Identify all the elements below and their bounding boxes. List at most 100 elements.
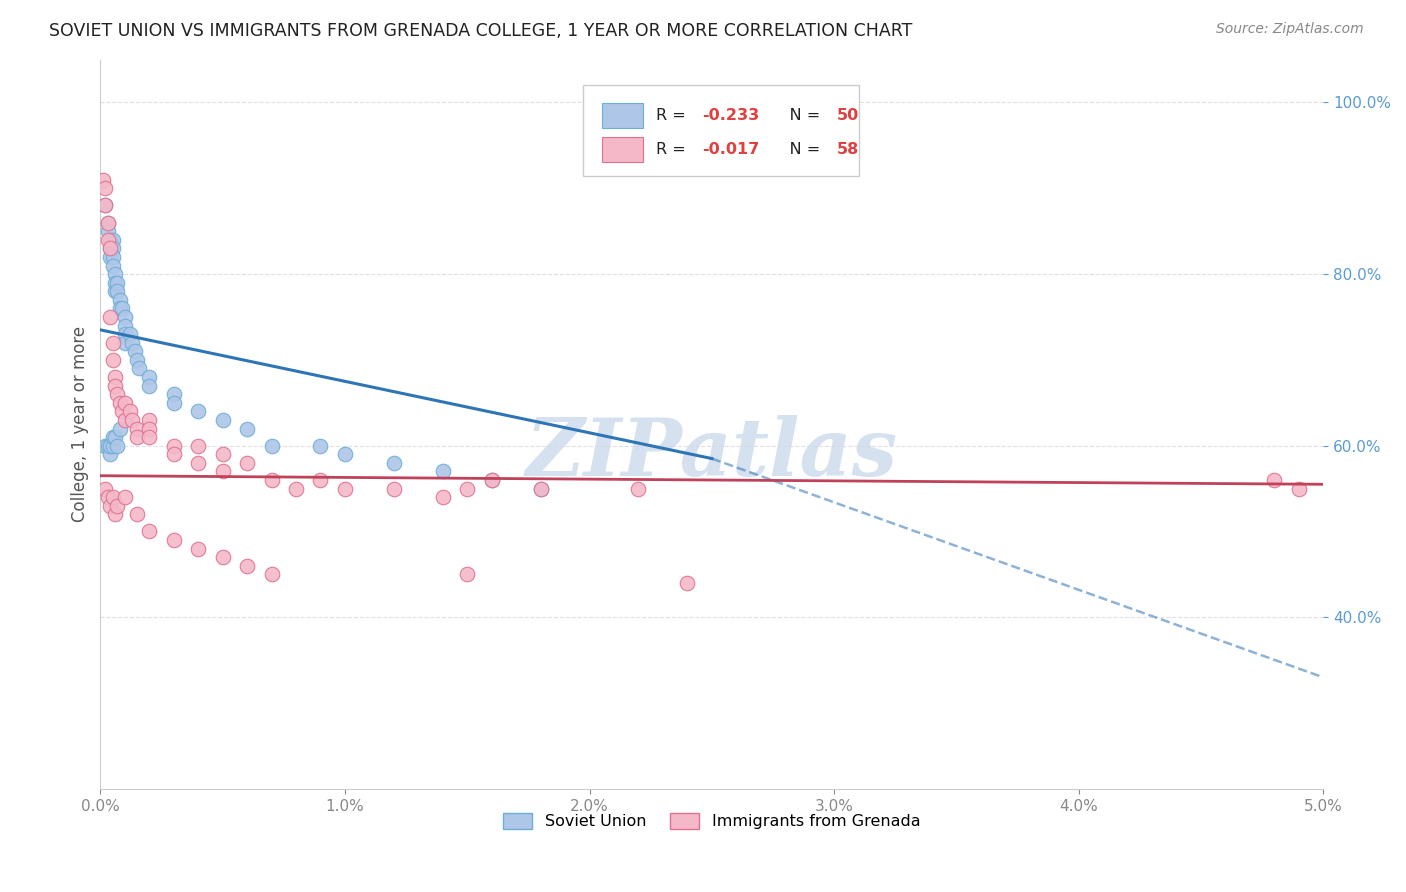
Legend: Soviet Union, Immigrants from Grenada: Soviet Union, Immigrants from Grenada (496, 806, 927, 836)
Point (125, 430, 148, 444)
Point (121, 413, 143, 427)
Point (236, 456, 259, 470)
Text: R =: R = (655, 142, 690, 157)
Point (432, 465, 454, 479)
Point (333, 447, 356, 461)
Point (108, 396, 131, 410)
Point (94, 439, 117, 453)
Point (91, 172, 114, 186)
Point (333, 482, 356, 496)
Point (187, 541, 209, 556)
FancyBboxPatch shape (602, 103, 644, 128)
Point (104, 285, 127, 299)
FancyBboxPatch shape (602, 136, 644, 161)
Point (98, 250, 121, 264)
Point (98, 241, 121, 255)
Point (309, 439, 332, 453)
Point (94, 198, 117, 212)
Point (125, 508, 148, 522)
Point (285, 482, 308, 496)
Point (260, 473, 283, 487)
Point (98, 241, 121, 255)
Point (382, 482, 405, 496)
Point (97, 224, 120, 238)
Point (104, 378, 127, 392)
Point (236, 558, 259, 573)
Point (98, 310, 121, 324)
Point (114, 396, 136, 410)
Point (124, 344, 146, 359)
Point (114, 327, 136, 342)
FancyBboxPatch shape (583, 85, 859, 177)
Point (107, 499, 129, 513)
Point (114, 310, 136, 324)
Point (211, 465, 233, 479)
Point (107, 285, 129, 299)
Text: N =: N = (769, 108, 825, 123)
Point (382, 456, 405, 470)
Point (211, 550, 233, 565)
Point (187, 456, 209, 470)
Point (138, 430, 160, 444)
Point (163, 533, 186, 547)
Point (101, 233, 124, 247)
Text: 58: 58 (837, 142, 859, 157)
Point (98, 439, 121, 453)
Text: N =: N = (769, 142, 825, 157)
Point (1288, 482, 1310, 496)
Point (98, 447, 121, 461)
Point (163, 447, 186, 461)
Point (138, 524, 160, 539)
Point (118, 327, 141, 342)
Point (104, 370, 127, 384)
Point (108, 301, 131, 316)
Point (104, 430, 127, 444)
Point (111, 301, 134, 316)
Point (187, 404, 209, 418)
Point (138, 421, 160, 435)
Point (94, 482, 117, 496)
Point (97, 216, 120, 230)
Point (101, 259, 124, 273)
Point (101, 439, 124, 453)
Point (101, 241, 124, 255)
Point (97, 439, 120, 453)
Point (107, 439, 129, 453)
Point (101, 430, 124, 444)
Point (138, 413, 160, 427)
Point (114, 413, 136, 427)
Point (114, 335, 136, 350)
Point (94, 198, 117, 212)
Text: R =: R = (655, 108, 690, 123)
Point (108, 293, 131, 307)
Point (163, 387, 186, 401)
Point (456, 482, 478, 496)
Point (128, 361, 150, 376)
Point (101, 335, 124, 350)
Point (114, 318, 136, 333)
Point (94, 181, 117, 195)
Point (236, 421, 259, 435)
Point (97, 216, 120, 230)
Point (627, 482, 650, 496)
Point (138, 370, 160, 384)
Point (98, 499, 121, 513)
Point (101, 490, 124, 504)
Point (138, 378, 160, 392)
Point (114, 490, 136, 504)
Point (481, 473, 503, 487)
Point (121, 335, 143, 350)
Point (125, 352, 148, 367)
Point (107, 276, 129, 290)
Point (101, 250, 124, 264)
Point (97, 233, 120, 247)
Point (260, 439, 283, 453)
Point (1263, 473, 1285, 487)
Y-axis label: College, 1 year or more: College, 1 year or more (72, 326, 89, 523)
Point (529, 482, 551, 496)
Point (481, 473, 503, 487)
Point (432, 490, 454, 504)
Text: -0.233: -0.233 (702, 108, 759, 123)
Text: SOVIET UNION VS IMMIGRANTS FROM GRENADA COLLEGE, 1 YEAR OR MORE CORRELATION CHAR: SOVIET UNION VS IMMIGRANTS FROM GRENADA … (49, 22, 912, 40)
Point (125, 421, 148, 435)
